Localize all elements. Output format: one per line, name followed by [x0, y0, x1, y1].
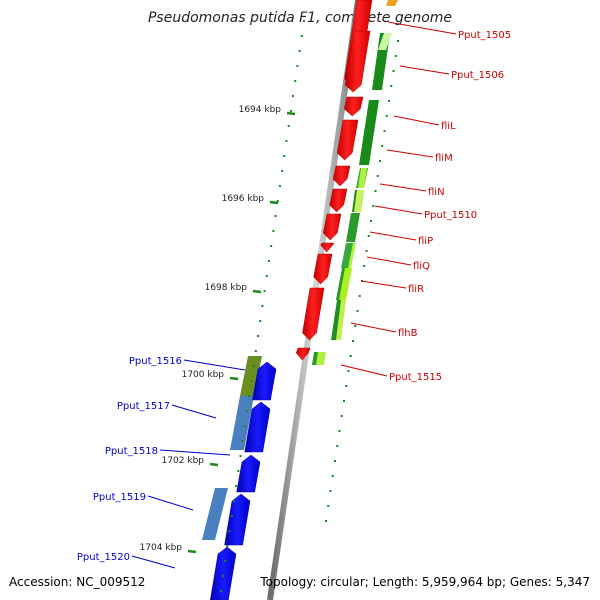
forward-gene-label: fliQ — [413, 261, 430, 272]
forward-gene-fliQ — [320, 242, 335, 253]
reverse-gc-track — [202, 356, 262, 540]
reverse-gene-Pput_1520 — [210, 546, 237, 600]
forward-gene-fliN — [332, 165, 351, 187]
forward-gene-fliL — [343, 96, 364, 117]
reverse-gene-Pput_1519 — [224, 493, 251, 546]
scale-tick-label: 1698 kbp — [205, 283, 248, 293]
forward-gene-flhB — [302, 287, 325, 341]
reverse-gene-labels: Pput_1516 Pput_1517 Pput_1518 Pput_1519 Pput… — [77, 356, 246, 569]
map-title: Pseudomonas putida F1, complete genome — [147, 10, 453, 26]
reverse-gene-Pput_1518 — [236, 454, 261, 493]
forward-gene-fliR — [313, 253, 333, 285]
gc-highlight — [316, 0, 398, 365]
forward-gene-label: Pput_1505 — [458, 30, 511, 41]
accession-text: Accession: NC_009512 — [9, 575, 146, 589]
reverse-gene-label: Pput_1518 — [105, 446, 158, 457]
forward-gene-label: fliL — [441, 121, 456, 132]
forward-gene-label: Pput_1506 — [451, 70, 504, 81]
reverse-gene-label: Pput_1519 — [93, 492, 146, 503]
forward-gene-label: Pput_1515 — [389, 372, 442, 383]
reverse-gene-label: Pput_1516 — [129, 356, 182, 367]
forward-gene-Pput_1510 — [329, 188, 348, 213]
scale-tick-label: 1702 kbp — [162, 456, 205, 466]
tick-dots — [219, 20, 399, 592]
forward-gene-labels: Pput_1505 Pput_1506 fliL fliM fliN Pput_1510f… — [340, 21, 511, 383]
scale-ticks: 1694 kbp 1696 kbp 1698 kbp 1700 kbp 1702 kbp… — [140, 105, 296, 554]
reverse-gene-Pput_1517 — [244, 401, 271, 453]
reverse-strand-genes — [210, 361, 277, 600]
forward-gene-fliP — [322, 213, 342, 241]
scale-tick-label: 1696 kbp — [222, 194, 265, 204]
reverse-gene-label: Pput_1520 — [77, 552, 130, 563]
forward-gene-fliM — [336, 119, 359, 161]
scale-tick-label: 1694 kbp — [239, 105, 282, 115]
forward-gene-label: flhB — [398, 328, 418, 339]
scale-tick-label: 1700 kbp — [182, 370, 225, 380]
genome-summary: Topology: circular; Length: 5,959,964 bp… — [260, 575, 590, 589]
forward-strand-genes — [295, 0, 373, 361]
reverse-gene-label: Pput_1517 — [117, 401, 170, 412]
forward-gene-label: fliP — [418, 236, 433, 247]
forward-gene-label: Pput_1510 — [424, 210, 477, 221]
forward-gene-Pput_1506 — [344, 30, 371, 93]
forward-gene-label: fliM — [435, 153, 453, 164]
reverse-gene-Pput_1516 — [252, 361, 277, 401]
scale-tick-label: 1704 kbp — [140, 543, 183, 553]
forward-gene-label: fliN — [428, 187, 445, 198]
forward-gene-label: fliR — [408, 284, 424, 295]
forward-gene-Pput_1515 — [295, 347, 311, 361]
